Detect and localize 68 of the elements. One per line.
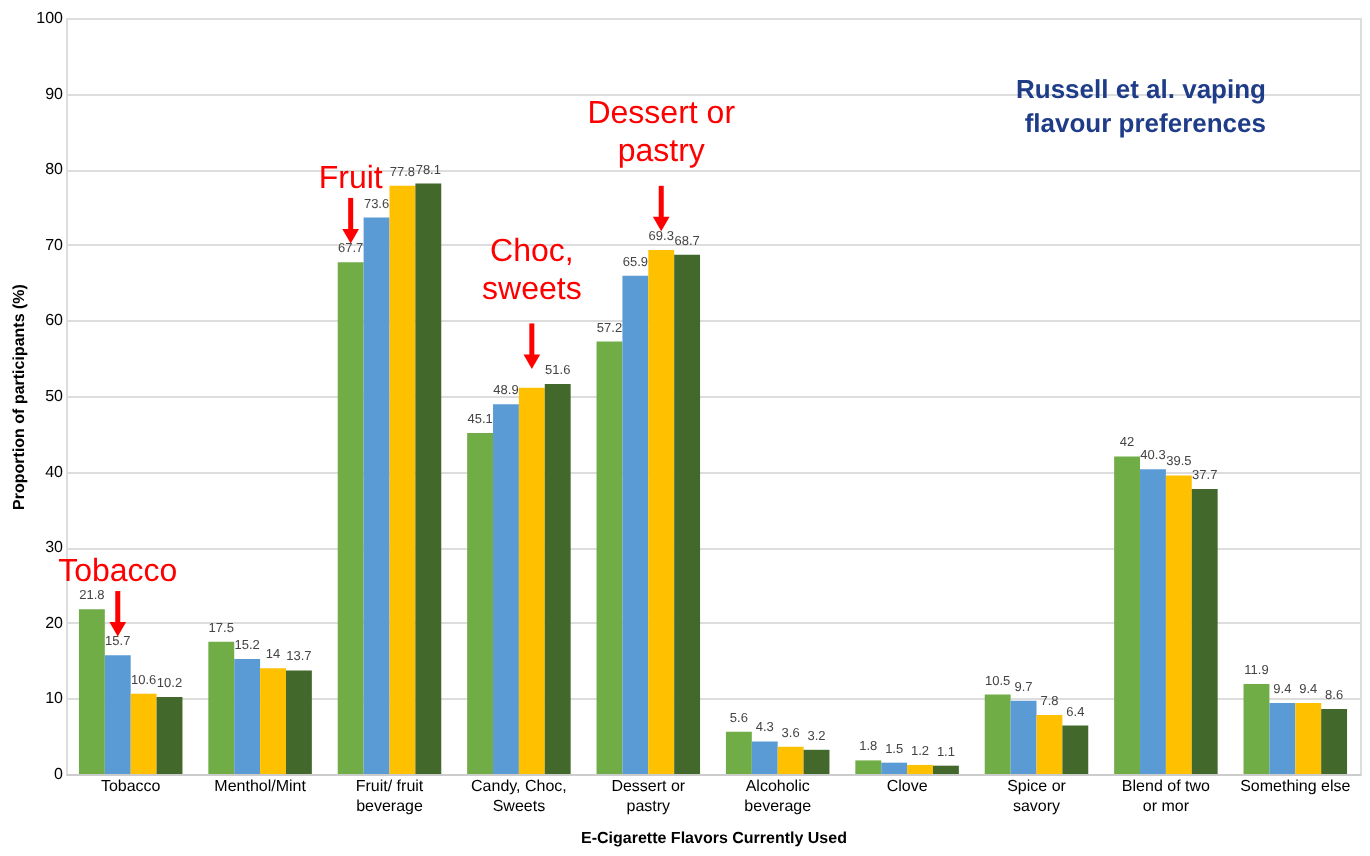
x-tick-label: Candy, Choc, Sweets [471, 777, 567, 815]
annotation: Fruit [318, 162, 384, 197]
y-tick-label: 50 [45, 387, 65, 405]
bar [78, 609, 105, 774]
bar [1165, 475, 1192, 774]
x-tick-label: Blend of two or mor [1121, 777, 1212, 815]
y-axis-title: Proportion of participants (%) [10, 283, 29, 510]
bar [234, 659, 261, 774]
annotation: Tobacco [58, 555, 178, 590]
bar [493, 404, 519, 774]
y-tick-label: 40 [45, 462, 65, 481]
y-tick-label: 70 [45, 235, 65, 254]
annotation: Choc, sweets [482, 234, 582, 307]
x-tick-label: Alcoholic beverage [744, 777, 813, 815]
bar [725, 731, 752, 774]
bar [260, 668, 286, 774]
bar [855, 760, 882, 774]
bar [648, 250, 675, 774]
bar [208, 641, 235, 774]
bar [1036, 715, 1063, 774]
bar [881, 762, 908, 774]
y-tick-label: 80 [45, 160, 65, 179]
bar [596, 341, 623, 774]
y-tick-label: 20 [45, 613, 65, 632]
bar [389, 185, 416, 774]
bar [285, 670, 312, 774]
bar [622, 275, 649, 774]
bar [1295, 702, 1322, 774]
y-tick-label: 10 [45, 689, 65, 708]
bar [1114, 456, 1141, 774]
bar [1321, 708, 1348, 774]
x-tick-label: Tobacco [100, 777, 162, 795]
bar [777, 746, 804, 774]
bar [518, 387, 545, 774]
bar [751, 741, 778, 774]
y-tick-label: 30 [45, 538, 65, 557]
bar [1140, 469, 1166, 774]
annotation: Dessert or pastry [587, 97, 737, 170]
bar [363, 217, 390, 774]
bar [337, 262, 364, 774]
bar [130, 693, 157, 774]
x-tick-label: Dessert or pastry [611, 777, 686, 815]
bar [803, 749, 830, 774]
bar [104, 655, 131, 774]
x-tick-label: Fruit/ fruit beverage [355, 777, 425, 815]
bar [156, 696, 183, 774]
bar [674, 254, 701, 774]
x-tick-label: Spice or savory [1007, 777, 1067, 815]
bar [1010, 700, 1037, 774]
y-tick-label: 90 [45, 84, 65, 103]
annotation: Russell et al. vaping flavour preferences [1016, 74, 1267, 138]
x-axis-title: E-Cigarette Flavors Currently Used [581, 829, 848, 847]
bar [932, 765, 959, 774]
bar [984, 694, 1011, 774]
y-tick-label: 100 [36, 9, 65, 27]
x-tick-label: Menthol/Mint [214, 777, 308, 795]
bar [1191, 488, 1218, 774]
bar [1269, 702, 1296, 774]
y-tick-label: 60 [45, 311, 65, 330]
y-tick-label: 0 [54, 765, 65, 783]
x-tick-label: Something else [1240, 777, 1352, 795]
bar [415, 183, 442, 774]
bar [907, 764, 933, 774]
bar [544, 383, 571, 774]
bar [467, 433, 494, 774]
bar [1062, 725, 1089, 774]
x-tick-label: Clove [886, 777, 929, 795]
bar [1243, 684, 1270, 774]
